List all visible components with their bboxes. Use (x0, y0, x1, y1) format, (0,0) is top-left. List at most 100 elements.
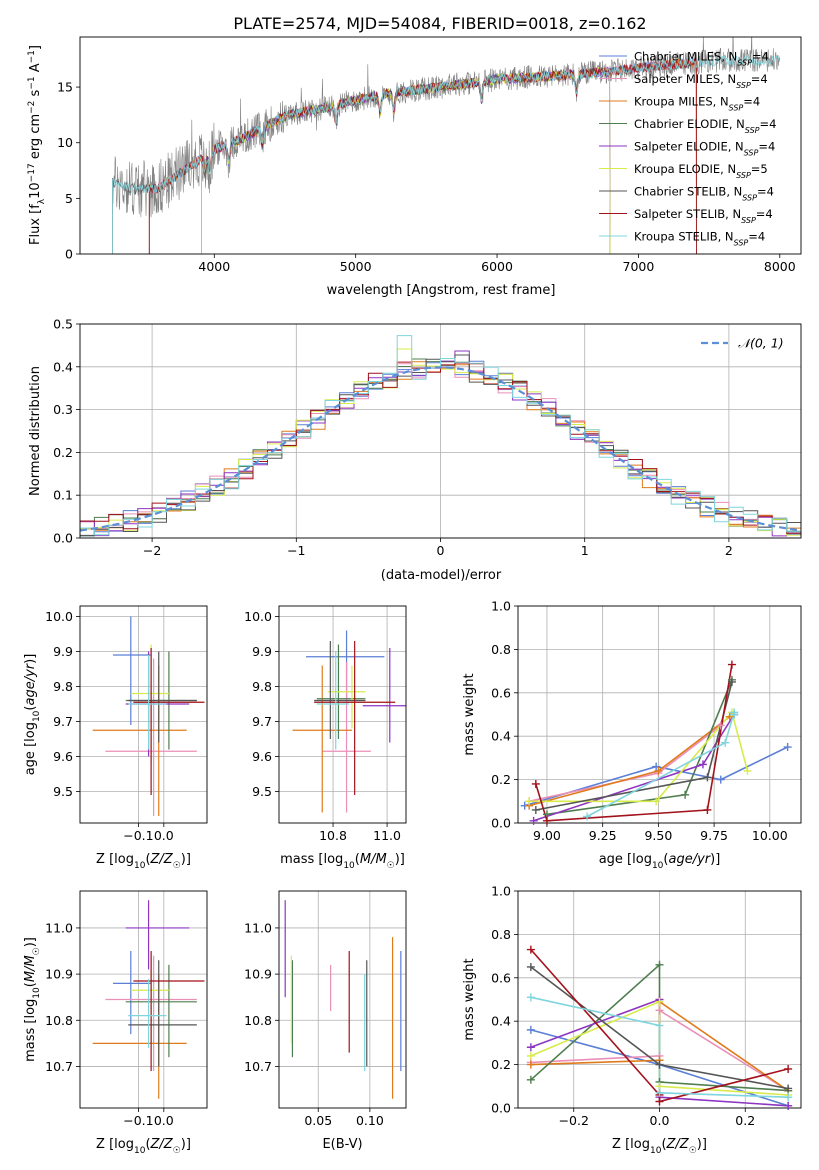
xtick-label: −0.1 (123, 828, 153, 843)
xtick-label: 0.05 (304, 1113, 332, 1128)
ytick-label: 0.6 (491, 685, 511, 700)
weights-point-kroupa_elodie (526, 1051, 535, 1060)
ytick-label: 11.0 (45, 920, 73, 935)
xtick-label: 0.0 (154, 1113, 174, 1128)
weights-point-salpeter_stelib (703, 805, 712, 814)
weights-line-kroupa_elodie (529, 710, 749, 803)
weights-point-kroupa_elodie (525, 797, 534, 806)
ytick-label: 10.8 (45, 1013, 73, 1028)
ytick-label: 11.0 (244, 920, 272, 935)
weights-point-kroupa_elodie (743, 766, 752, 775)
ytick-label: 1.0 (491, 884, 511, 899)
ytick-label: 9.6 (252, 749, 272, 764)
weights-point-kroupa_miles (725, 712, 734, 721)
grid (279, 891, 406, 1108)
x-axis-label: Z [log10(Z/Z☉)] (96, 852, 191, 871)
weights-point-salpeter_stelib (542, 816, 551, 825)
ytick-label: 0.5 (53, 317, 73, 332)
ytick-label: 10.9 (244, 967, 272, 982)
ytick-label: 9.7 (53, 714, 73, 729)
ytick-label: 9.8 (53, 679, 73, 694)
xtick-label: −1 (287, 543, 305, 558)
axes-z_vs_age: −0.1 0.0 9.5 9.6 9.7 9.8 9.9 10.0 age [log10(age… (23, 605, 208, 871)
weights-point-kroupa_stelib (583, 812, 592, 821)
ytick-label: 15 (57, 80, 73, 95)
plot-content (284, 900, 402, 1099)
xtick-label: 2 (725, 543, 733, 558)
axes-spectrum: 4000 5000 6000 7000 8000 0 5 10 15 Flux [fλ10−17 … (27, 36, 802, 298)
axes-frame (278, 605, 407, 824)
weights-point-kroupa_stelib (730, 710, 739, 719)
weights-point-chabrier_elodie (655, 960, 664, 969)
y-axis-label: age [log10(age/yr)] (23, 654, 42, 776)
grid (279, 606, 406, 823)
weights-point-kroupa_stelib (784, 1093, 793, 1102)
y-axis-label: mass weight (462, 673, 477, 755)
legend-label: Chabrier STELIB, NSSP=4 (634, 185, 774, 203)
grid (80, 606, 207, 823)
legend-label: 𝒩(0, 1) (738, 336, 784, 351)
ytick-label: 0.1 (53, 488, 73, 503)
weights-point-salpeter_stelib (526, 945, 535, 954)
weights-point-salpeter_elodie (526, 1043, 535, 1052)
weights-point-kroupa_miles (526, 1060, 535, 1069)
legend-label: Kroupa MILES, NSSP=4 (634, 95, 760, 113)
ytick-label: 0.2 (491, 772, 511, 787)
xtick-label: 0.10 (356, 1113, 384, 1128)
ytick-label: 9.6 (53, 749, 73, 764)
ytick-label: 0.4 (491, 1014, 511, 1029)
xtick-label: 1 (581, 543, 589, 558)
axes-frame (278, 890, 407, 1109)
xtick-label: −0.2 (559, 1113, 589, 1128)
ytick-label: 10.7 (45, 1059, 73, 1074)
ytick-label: 0.0 (491, 1101, 511, 1116)
xtick-label: 0 (437, 543, 445, 558)
axes-frame (517, 605, 802, 824)
ytick-label: 0.6 (491, 970, 511, 985)
figure-title: PLATE=2574, MJD=54084, FIBERID=0018, z=0… (233, 14, 646, 33)
histogram-kroupa_stelib (80, 335, 801, 536)
axes-mass_vs_age: 10.8 11.0 9.5 9.6 9.7 9.8 9.9 10.0 mass [log10(M… (244, 605, 407, 871)
gaussian-curve (80, 366, 801, 532)
ytick-label: 10.7 (244, 1059, 272, 1074)
xtick-label: 5000 (340, 259, 372, 274)
ytick-label: 9.9 (252, 644, 272, 659)
ytick-label: 10 (57, 135, 73, 150)
plot-content (80, 335, 801, 537)
axes-frame (79, 605, 208, 824)
ytick-label: 10.8 (244, 1013, 272, 1028)
legend-label: Chabrier MILES, NSSP=4 (634, 50, 769, 68)
xtick-label: 10.00 (752, 828, 788, 843)
weights-point-salpeter_stelib (531, 779, 540, 788)
ytick-label: 0.4 (53, 359, 73, 374)
xtick-label: −0.1 (123, 1113, 153, 1128)
axes-frame (79, 36, 802, 255)
weights-point-kroupa_stelib (655, 1088, 664, 1097)
legend-label: Chabrier ELODIE, NSSP=4 (634, 117, 776, 135)
weights-point-chabrier_stelib (703, 773, 712, 782)
ytick-label: 9.9 (53, 644, 73, 659)
weights-point-chabrier_miles (526, 1025, 535, 1034)
legend-label: Kroupa ELODIE, NSSP=5 (634, 162, 768, 180)
xtick-label: −2 (143, 543, 161, 558)
weights-line-chabrier_miles (524, 746, 788, 807)
ytick-label: 5 (65, 191, 73, 206)
weights-point-salpeter_miles (716, 721, 725, 730)
ytick-label: 0.4 (491, 729, 511, 744)
weights-point-salpeter_stelib (784, 1064, 793, 1073)
xtick-label: 9.75 (700, 828, 728, 843)
weights-point-chabrier_stelib (784, 1084, 793, 1093)
legend-label: Salpeter STELIB, NSSP=4 (634, 207, 773, 225)
xtick-label: 9.50 (644, 828, 672, 843)
ytick-label: 0.3 (53, 402, 73, 417)
weights-point-kroupa_elodie (652, 797, 661, 806)
x-axis-label: mass [log10(M/M☉)] (280, 852, 405, 871)
weights-point-chabrier_stelib (727, 677, 736, 686)
weights-point-chabrier_miles (716, 775, 725, 784)
weights-point-chabrier_stelib (655, 1060, 664, 1069)
xtick-label: 0.0 (650, 1113, 670, 1128)
axes-age_weights: 9.00 9.25 9.50 9.75 10.00 0.0 0.2 0.4 0.6 0.8 1.0 m… (462, 599, 802, 871)
weights-point-kroupa_stelib (721, 738, 730, 747)
